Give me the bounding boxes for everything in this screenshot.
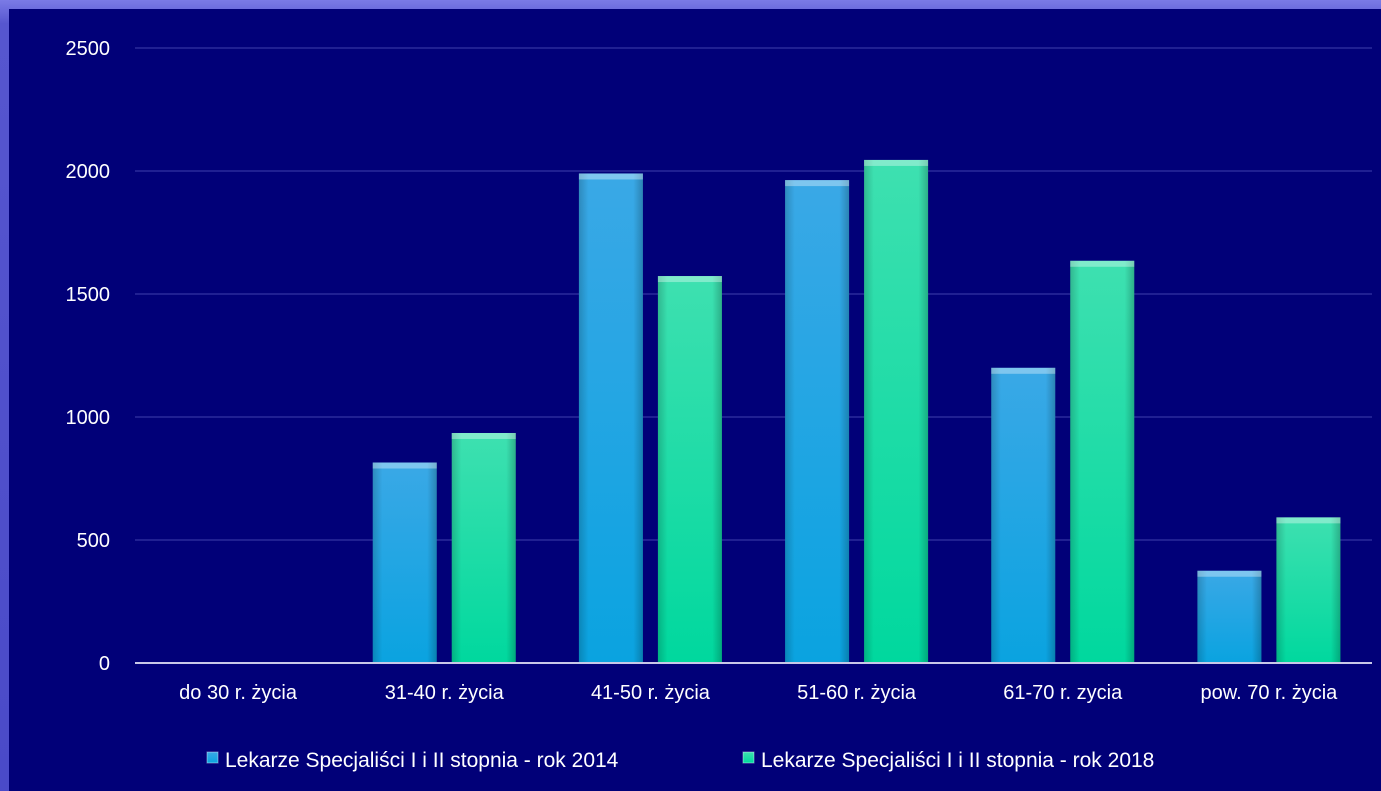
bar-bevel xyxy=(1276,517,1341,524)
bar-shading xyxy=(372,462,437,663)
bars xyxy=(245,159,1341,664)
y-axis-ticks: 0 500 1000 1500 2000 2500 xyxy=(66,38,111,675)
bar xyxy=(785,180,850,664)
bar xyxy=(1197,570,1262,663)
legend-label: Lekarze Specjaliści I i II stopnia - rok… xyxy=(225,749,619,772)
y-tick-label: 0 xyxy=(99,653,110,675)
x-axis-ticks: do 30 r. życia 31-40 r. życia 41-50 r. życ… xyxy=(179,682,1338,704)
bar-shading xyxy=(451,432,516,663)
bar xyxy=(657,276,722,663)
x-tick-label: 31-40 r. życia xyxy=(385,682,505,704)
bar-shading xyxy=(1070,260,1135,663)
bar-shading xyxy=(657,276,722,663)
legend-label: Lekarze Specjaliści I i II stopnia - rok… xyxy=(761,749,1154,772)
legend: Lekarze Specjaliści I i II stopnia - rok… xyxy=(206,749,1154,772)
y-tick-label: 1500 xyxy=(66,284,111,306)
bar-bevel xyxy=(991,367,1056,374)
y-tick-label: 2500 xyxy=(66,38,111,60)
bar-shading xyxy=(1276,517,1341,663)
x-tick-label: 41-50 r. życia xyxy=(591,682,711,704)
x-tick-label: 51-60 r. życia xyxy=(797,682,917,704)
bar xyxy=(372,462,437,663)
bar-bevel xyxy=(864,159,929,166)
bar xyxy=(1070,260,1135,663)
bar xyxy=(1276,517,1341,663)
bar-shading xyxy=(864,159,929,663)
bar-bevel xyxy=(1070,260,1135,267)
bar-shading xyxy=(1197,570,1262,663)
bar-bevel xyxy=(451,432,516,439)
y-tick-label: 2000 xyxy=(66,161,111,183)
x-tick-label: do 30 r. życia xyxy=(179,682,298,704)
x-tick-label: pow. 70 r. życia xyxy=(1201,682,1339,704)
y-tick-label: 1000 xyxy=(66,407,111,429)
legend-swatch xyxy=(206,751,219,764)
bar-shading xyxy=(785,180,850,664)
bar-shading xyxy=(991,367,1056,663)
bar-bevel xyxy=(1197,570,1262,577)
bar-bevel xyxy=(785,180,850,187)
bar-bevel xyxy=(578,173,643,180)
legend-item: Lekarze Specjaliści I i II stopnia - rok… xyxy=(742,749,1154,772)
bar xyxy=(578,173,643,663)
bar xyxy=(451,432,516,663)
bar xyxy=(864,159,929,663)
legend-item: Lekarze Specjaliści I i II stopnia - rok… xyxy=(206,749,619,772)
bar xyxy=(991,367,1056,663)
bar-bevel xyxy=(372,462,437,469)
x-tick-label: 61-70 r. zycia xyxy=(1003,682,1123,704)
bar-bevel xyxy=(657,276,722,283)
legend-swatch xyxy=(742,751,755,764)
y-tick-label: 500 xyxy=(77,530,110,552)
bar-shading xyxy=(578,173,643,663)
gridlines xyxy=(135,47,1372,541)
